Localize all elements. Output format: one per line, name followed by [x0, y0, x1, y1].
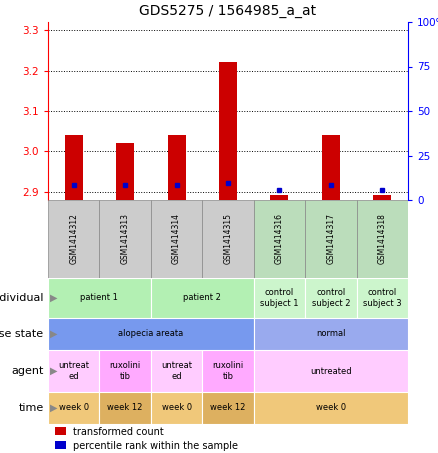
Text: individual: individual: [0, 293, 44, 303]
Text: GSM1414314: GSM1414314: [172, 213, 181, 265]
Text: control
subject 3: control subject 3: [363, 288, 402, 308]
Text: week 12: week 12: [210, 404, 246, 413]
Text: GSM1414318: GSM1414318: [378, 213, 387, 265]
Bar: [254, 318, 408, 350]
Bar: [305, 200, 357, 278]
Bar: [55, 427, 66, 435]
Text: disease state: disease state: [0, 329, 44, 339]
Bar: [270, 195, 289, 200]
Bar: [151, 350, 202, 392]
Text: week 12: week 12: [107, 404, 143, 413]
Bar: [373, 195, 391, 200]
Bar: [151, 278, 254, 318]
Bar: [55, 441, 66, 449]
Text: GSM1414315: GSM1414315: [223, 213, 233, 265]
Text: percentile rank within the sample: percentile rank within the sample: [73, 441, 238, 451]
Text: week 0: week 0: [316, 404, 346, 413]
Text: ruxolini
tib: ruxolini tib: [212, 361, 244, 381]
Bar: [219, 63, 237, 200]
Bar: [305, 278, 357, 318]
Bar: [99, 392, 151, 424]
Text: GSM1414316: GSM1414316: [275, 213, 284, 265]
Bar: [48, 350, 99, 392]
Bar: [151, 392, 202, 424]
Text: time: time: [18, 403, 44, 413]
Bar: [254, 278, 305, 318]
Bar: [254, 392, 408, 424]
Text: week 0: week 0: [59, 404, 89, 413]
Text: week 0: week 0: [162, 404, 192, 413]
Bar: [254, 200, 305, 278]
Text: ruxolini
tib: ruxolini tib: [110, 361, 141, 381]
Bar: [116, 143, 134, 200]
Title: GDS5275 / 1564985_a_at: GDS5275 / 1564985_a_at: [139, 4, 317, 18]
Bar: [48, 392, 99, 424]
Bar: [254, 350, 408, 392]
Text: normal: normal: [316, 329, 346, 338]
Text: GSM1414317: GSM1414317: [326, 213, 336, 265]
Bar: [48, 278, 151, 318]
Bar: [48, 318, 254, 350]
Text: GSM1414313: GSM1414313: [120, 213, 130, 265]
Text: transformed count: transformed count: [73, 427, 164, 437]
Text: untreat
ed: untreat ed: [58, 361, 89, 381]
Text: untreated: untreated: [310, 366, 352, 376]
Text: GSM1414312: GSM1414312: [69, 213, 78, 265]
Bar: [202, 200, 254, 278]
Bar: [357, 278, 408, 318]
Bar: [48, 200, 99, 278]
Bar: [151, 200, 202, 278]
Bar: [168, 135, 186, 200]
Text: control
subject 2: control subject 2: [311, 288, 350, 308]
Text: ▶: ▶: [50, 403, 58, 413]
Text: patient 2: patient 2: [184, 294, 221, 303]
Bar: [357, 200, 408, 278]
Bar: [99, 350, 151, 392]
Text: ▶: ▶: [50, 366, 58, 376]
Bar: [99, 200, 151, 278]
Bar: [65, 135, 83, 200]
Text: agent: agent: [11, 366, 44, 376]
Text: ▶: ▶: [50, 293, 58, 303]
Bar: [202, 350, 254, 392]
Bar: [322, 135, 340, 200]
Text: alopecia areata: alopecia areata: [118, 329, 184, 338]
Text: untreat
ed: untreat ed: [161, 361, 192, 381]
Text: control
subject 1: control subject 1: [260, 288, 299, 308]
Bar: [202, 392, 254, 424]
Text: patient 1: patient 1: [81, 294, 118, 303]
Text: ▶: ▶: [50, 329, 58, 339]
